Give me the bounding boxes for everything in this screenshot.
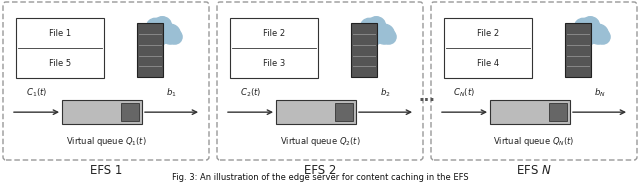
Text: $b_N$: $b_N$: [593, 87, 605, 99]
Bar: [121, 103, 140, 121]
Circle shape: [140, 27, 156, 43]
Text: EFS 1: EFS 1: [90, 165, 122, 177]
Text: File 1: File 1: [49, 29, 71, 38]
Text: $b_1$: $b_1$: [166, 87, 177, 99]
Circle shape: [575, 18, 592, 36]
Text: File 2: File 2: [477, 29, 499, 38]
FancyBboxPatch shape: [217, 2, 423, 160]
FancyBboxPatch shape: [431, 2, 637, 160]
Circle shape: [596, 30, 610, 44]
Text: $C_1(t)$: $C_1(t)$: [26, 87, 47, 99]
Circle shape: [360, 22, 383, 46]
Bar: [490, 100, 570, 124]
Text: $C_N(t)$: $C_N(t)$: [454, 87, 476, 99]
Circle shape: [147, 18, 164, 36]
Text: Virtual queue $Q_1(t)$: Virtual queue $Q_1(t)$: [66, 135, 147, 148]
Circle shape: [374, 24, 394, 44]
Bar: [276, 100, 356, 124]
Circle shape: [354, 27, 370, 43]
Bar: [137, 23, 163, 77]
Bar: [62, 100, 142, 124]
Text: ...: ...: [419, 89, 435, 104]
Circle shape: [360, 18, 378, 36]
FancyBboxPatch shape: [3, 2, 209, 160]
Text: $b_2$: $b_2$: [380, 87, 391, 99]
Text: File 5: File 5: [49, 59, 71, 68]
Text: Fig. 3: An illustration of the edge server for content caching in the EFS: Fig. 3: An illustration of the edge serv…: [172, 173, 468, 182]
Circle shape: [168, 30, 182, 44]
Circle shape: [568, 27, 584, 43]
Text: $C_2(t)$: $C_2(t)$: [240, 87, 261, 99]
Bar: [565, 23, 591, 77]
Circle shape: [381, 30, 396, 44]
Bar: [16, 19, 104, 78]
Bar: [230, 19, 318, 78]
Bar: [335, 103, 353, 121]
Text: EFS 2: EFS 2: [304, 165, 336, 177]
Circle shape: [574, 22, 598, 46]
Bar: [444, 19, 532, 78]
Text: File 3: File 3: [263, 59, 285, 68]
Text: Virtual queue $Q_N(t)$: Virtual queue $Q_N(t)$: [493, 135, 575, 148]
Bar: [351, 23, 377, 77]
Circle shape: [146, 22, 170, 46]
Text: Virtual queue $Q_2(t)$: Virtual queue $Q_2(t)$: [280, 135, 360, 148]
Circle shape: [161, 24, 180, 44]
Circle shape: [581, 17, 600, 35]
Bar: [549, 103, 568, 121]
Text: File 2: File 2: [263, 29, 285, 38]
Text: File 4: File 4: [477, 59, 499, 68]
Circle shape: [589, 24, 608, 44]
Text: EFS $N$: EFS $N$: [516, 165, 552, 177]
Circle shape: [367, 17, 386, 35]
Circle shape: [153, 17, 172, 35]
